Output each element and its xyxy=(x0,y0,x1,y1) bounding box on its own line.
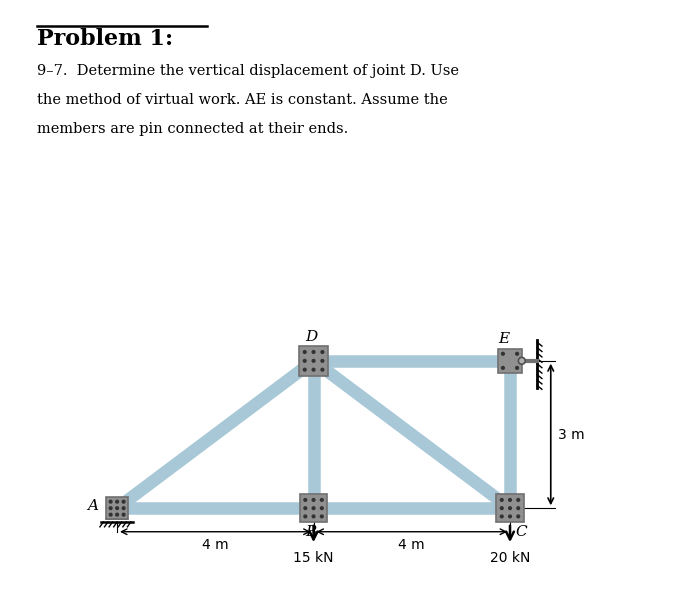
Circle shape xyxy=(502,353,505,355)
Circle shape xyxy=(517,499,520,501)
Circle shape xyxy=(312,507,315,510)
Bar xyxy=(498,349,522,373)
Circle shape xyxy=(116,507,118,510)
Circle shape xyxy=(515,353,518,355)
Circle shape xyxy=(502,367,505,369)
Text: B: B xyxy=(305,525,317,539)
Text: 15 kN: 15 kN xyxy=(293,551,334,565)
Circle shape xyxy=(517,515,520,518)
Circle shape xyxy=(509,515,511,518)
Text: Problem 1:: Problem 1: xyxy=(37,28,173,50)
Text: 3 m: 3 m xyxy=(558,428,584,441)
Circle shape xyxy=(122,507,125,510)
Circle shape xyxy=(109,501,112,503)
Text: D: D xyxy=(305,330,318,344)
Circle shape xyxy=(515,367,518,369)
Bar xyxy=(496,494,524,522)
Circle shape xyxy=(303,368,306,371)
Text: C: C xyxy=(515,525,526,539)
Circle shape xyxy=(312,351,315,353)
Text: members are pin connected at their ends.: members are pin connected at their ends. xyxy=(37,122,349,136)
Text: 4 m: 4 m xyxy=(398,538,425,552)
Circle shape xyxy=(304,515,307,518)
Circle shape xyxy=(320,507,323,510)
Circle shape xyxy=(303,359,306,362)
Polygon shape xyxy=(106,508,128,519)
Text: the method of virtual work. AE is constant. Assume the: the method of virtual work. AE is consta… xyxy=(37,93,448,107)
Circle shape xyxy=(109,513,112,516)
Text: 9–7.  Determine the vertical displacement of joint D. Use: 9–7. Determine the vertical displacement… xyxy=(37,64,460,78)
Circle shape xyxy=(320,515,323,518)
Circle shape xyxy=(109,507,112,510)
Circle shape xyxy=(500,499,503,501)
Circle shape xyxy=(509,507,511,510)
Text: 20 kN: 20 kN xyxy=(490,551,530,565)
Circle shape xyxy=(116,513,118,516)
Circle shape xyxy=(500,515,503,518)
Bar xyxy=(299,346,328,376)
Circle shape xyxy=(517,507,520,510)
Circle shape xyxy=(304,499,307,501)
Circle shape xyxy=(312,515,315,518)
Circle shape xyxy=(320,499,323,501)
Circle shape xyxy=(312,359,315,362)
Circle shape xyxy=(304,507,307,510)
Circle shape xyxy=(321,351,324,353)
Circle shape xyxy=(122,513,125,516)
Circle shape xyxy=(518,357,525,364)
Text: 4 m: 4 m xyxy=(202,538,228,552)
Bar xyxy=(300,494,327,522)
Circle shape xyxy=(312,368,315,371)
Circle shape xyxy=(500,507,503,510)
Circle shape xyxy=(116,501,118,503)
Circle shape xyxy=(509,499,511,501)
Circle shape xyxy=(312,499,315,501)
Circle shape xyxy=(303,351,306,353)
Circle shape xyxy=(122,501,125,503)
Text: A: A xyxy=(88,499,99,513)
Circle shape xyxy=(321,359,324,362)
Text: E: E xyxy=(498,332,510,346)
Bar xyxy=(106,498,128,519)
Circle shape xyxy=(321,368,324,371)
